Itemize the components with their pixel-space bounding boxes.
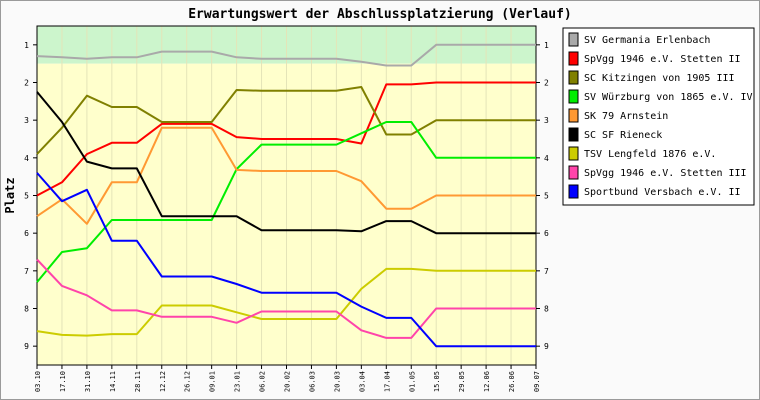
x-axis: 03.10 17.10 31.10 14.11 28.11 12.12 26.12 09.01… [34, 365, 541, 392]
legend: SV Germania Erlenbach SpVgg 1946 e.V. Ste… [562, 27, 755, 206]
x-tick-label: 31.10 [84, 371, 92, 392]
y-tick-label: 5 [544, 192, 549, 201]
y-tick-label: 3 [544, 116, 549, 125]
legend-box [562, 27, 755, 206]
x-tick-label: 12.06 [483, 371, 491, 392]
legend-swatch [568, 51, 579, 66]
series-line [36, 258, 536, 339]
x-tick-label: 01.05 [408, 371, 416, 392]
legend-entry: SC Kitzingen von 1905 III [584, 73, 735, 84]
legend-entry: SK 79 Arnstein [584, 111, 668, 122]
series-line [36, 43, 536, 67]
x-tick-label: 06.02 [259, 371, 267, 392]
x-tick-label: 29.05 [458, 371, 466, 392]
x-tick-label: 15.05 [433, 371, 441, 392]
x-tick-label: 28.11 [134, 371, 142, 392]
legend-swatch [568, 32, 579, 47]
x-tick-label: 26.06 [508, 371, 516, 392]
legend-swatch [568, 165, 579, 180]
x-tick-label: 03.04 [358, 371, 366, 392]
series-line [36, 267, 536, 337]
y-tick-label: 4 [24, 154, 29, 163]
series-line [36, 172, 536, 348]
x-tick-label: 03.10 [34, 371, 42, 392]
series-line [36, 81, 536, 197]
x-tick-label: 26.12 [184, 371, 192, 392]
y-tick-label: 2 [544, 79, 549, 88]
legend-entry: SV Germania Erlenbach [584, 35, 710, 46]
y-tick-label: 9 [24, 342, 29, 351]
legend-entry: SpVgg 1946 e.V. Stetten III [584, 168, 747, 179]
legend-swatch [568, 70, 579, 85]
legend-entry: Sportbund Versbach e.V. II [584, 187, 741, 198]
y-tick-label: 8 [544, 305, 549, 314]
legend-swatch [568, 108, 579, 123]
x-tick-label: 17.04 [383, 371, 391, 392]
y-tick-label: 2 [24, 79, 29, 88]
x-tick-label: 20.03 [333, 371, 341, 392]
legend-swatch [568, 127, 579, 142]
x-tick-label: 20.02 [284, 371, 292, 392]
legend-swatch [568, 89, 579, 104]
x-tick-label: 12.12 [159, 371, 167, 392]
legend-entry: TSV Lengfeld 1876 e.V. [584, 149, 716, 160]
series-line [36, 121, 536, 283]
x-tick-label: 06.03 [308, 371, 316, 392]
series-line [36, 91, 536, 235]
legend-entry: SC SF Rieneck [584, 130, 662, 141]
legend-entry: SV Würzburg von 1865 e.V. IV [584, 92, 753, 103]
series-line [36, 126, 536, 225]
series-line [36, 86, 536, 155]
y-axis-right: 1 2 3 4 5 6 7 8 9 [536, 41, 549, 351]
y-tick-label: 8 [24, 305, 29, 314]
legend-entry: SpVgg 1946 e.V. Stetten II [584, 54, 741, 65]
y-tick-label: 1 [24, 41, 29, 50]
y-tick-label: 4 [544, 154, 549, 163]
y-axis-left: 1 2 3 4 5 6 7 8 9 [24, 41, 37, 351]
x-tick-label: 14.11 [109, 371, 117, 392]
legend-swatch [568, 146, 579, 161]
y-tick-label: 7 [24, 267, 29, 276]
x-tick-label: 17.10 [59, 371, 67, 392]
y-tick-label: 3 [24, 116, 29, 125]
y-tick-label: 7 [544, 267, 549, 276]
chart-title: Erwartungswert der Abschlussplatzierung … [188, 7, 572, 22]
series-lines [36, 43, 536, 348]
y-axis-label: Platz [3, 177, 17, 213]
x-tick-label: 23.01 [234, 371, 242, 392]
y-tick-label: 1 [544, 41, 549, 50]
y-tick-label: 5 [24, 192, 29, 201]
y-tick-label: 9 [544, 342, 549, 351]
x-tick-label: 09.01 [209, 371, 217, 392]
legend-swatch [568, 184, 579, 199]
y-tick-label: 6 [544, 229, 549, 238]
x-tick-label: 09.07 [533, 371, 541, 392]
y-tick-label: 6 [24, 229, 29, 238]
